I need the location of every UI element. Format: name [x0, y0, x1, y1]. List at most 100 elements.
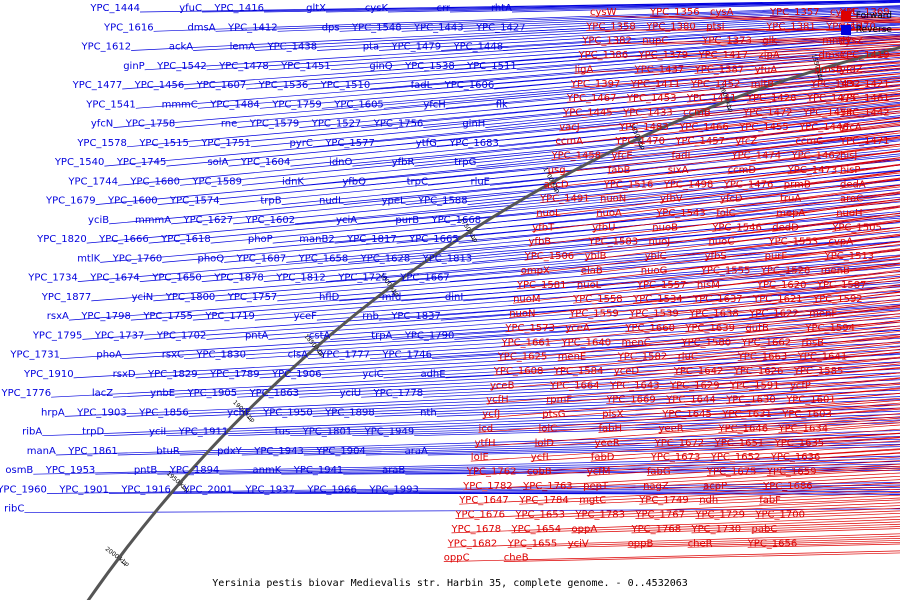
- scale-tick-mark: [552, 186, 556, 192]
- gene-label: YPC_1993: [368, 485, 419, 496]
- gene-connector: [822, 41, 900, 46]
- gene-connector: [578, 43, 900, 60]
- gene-label: mltB: [751, 79, 774, 90]
- gene-label: rsxC: [162, 350, 184, 361]
- gene-label: YPC_1768: [631, 524, 682, 535]
- gene-label: YPC_1555: [700, 266, 751, 277]
- gene-connector: [611, 125, 900, 160]
- gene-label: ompX: [521, 266, 550, 277]
- gene-label: YPC_1904: [315, 446, 366, 457]
- gene-label: trpA: [371, 330, 392, 341]
- gene-label: YPC_1652: [710, 452, 761, 463]
- gene-label: rne: [221, 119, 237, 130]
- gene-label: nuoL: [577, 280, 602, 291]
- gene-label: flk: [496, 99, 508, 110]
- gene-connector: [501, 304, 900, 347]
- gene-connector: [654, 428, 900, 448]
- gene-label: YPC_1817: [346, 234, 397, 245]
- gene-connector: [507, 68, 900, 109]
- gene-label: lolE: [471, 452, 489, 463]
- gene-label: YPC_1475: [806, 93, 857, 104]
- gene-label: YPC_1446: [798, 122, 849, 133]
- gene-label: YPC_1620: [756, 280, 807, 291]
- gene-connector: [109, 151, 900, 225]
- gene-connector: [414, 422, 900, 437]
- gene-label: rpmF: [546, 395, 572, 406]
- gene-connector: [268, 26, 900, 71]
- gene-label: YPC_1579: [249, 119, 300, 130]
- gene-label: YPC_1510: [320, 80, 371, 91]
- gene-label: YPC_1542: [156, 61, 207, 72]
- gene-connector: [818, 53, 900, 60]
- gene-label: YPC_2001: [182, 485, 233, 496]
- gene-connector: [493, 336, 900, 376]
- gene-label: YPC_1678: [451, 524, 502, 535]
- gene-label: YPC_1604: [240, 157, 291, 168]
- gene-label: YPC_1470: [614, 136, 665, 147]
- gene-connector: [758, 50, 900, 60]
- gene-connector: [617, 331, 900, 361]
- gene-label: menE: [558, 352, 587, 363]
- gene-label: YPC_1905: [187, 388, 238, 399]
- gene-label: nuoN: [509, 309, 535, 320]
- gene-connector: [122, 33, 900, 90]
- gene-label: YPC_1798: [80, 311, 131, 322]
- gene-connector: [538, 404, 900, 433]
- gene-label: YPC_1606: [444, 80, 495, 91]
- gene-label: tus: [275, 427, 290, 438]
- gene-label: pepT: [583, 481, 609, 492]
- gene-label: ndh: [699, 495, 718, 506]
- gene-connector: [401, 9, 900, 32]
- gene-connector: [567, 538, 900, 548]
- gene-connector: [663, 157, 900, 189]
- gene-connector: [263, 0, 900, 13]
- gene-label: YPC_1682: [447, 538, 498, 549]
- gene-label: YPC_1505: [831, 222, 882, 233]
- gene-connector: [449, 241, 900, 282]
- gene-connector: [603, 151, 900, 189]
- gene-label: YPC_1719: [204, 311, 255, 322]
- gene-connector: [472, 221, 900, 263]
- gene-connector: [427, 446, 900, 456]
- gene-connector: [606, 377, 900, 405]
- gene-connector: [769, 15, 900, 21]
- gene-connector: [516, 244, 900, 290]
- gene-label: YPC_1455: [738, 122, 789, 133]
- gene-connector: [117, 112, 900, 186]
- gene-label: YPC_1427: [475, 22, 526, 33]
- gene-label: YPC_1820: [36, 234, 87, 245]
- gene-connector: [312, 89, 900, 148]
- gene-label: YPC_1432: [810, 79, 861, 90]
- gene-label: yfbR: [392, 157, 415, 168]
- gene-connector: [513, 259, 900, 304]
- gene-label: YPC_1837: [390, 311, 441, 322]
- gene-label: cstA: [309, 330, 331, 341]
- gene-label: trpD: [82, 427, 104, 438]
- gene-connector: [575, 505, 900, 519]
- gene-connector: [447, 533, 900, 548]
- gene-label: YPC_1730: [691, 524, 742, 535]
- gene-connector: [607, 137, 900, 175]
- gene-label: YPC_1686: [762, 481, 813, 492]
- gene-connector: [55, 430, 900, 456]
- gene-connector: [583, 472, 900, 491]
- gene-connector: [505, 289, 900, 333]
- gene-connector: [526, 452, 900, 476]
- gene-label: ytfH: [475, 438, 496, 449]
- gene-connector: [539, 159, 900, 204]
- gene-connector: [197, 50, 900, 109]
- gene-label: YPC_1541: [85, 99, 136, 110]
- gene-label: YPC_1536: [258, 80, 309, 91]
- gene-label: YPC_1627: [183, 215, 234, 226]
- gene-connector: [719, 177, 900, 204]
- gene-label: YPC_1863: [249, 388, 300, 399]
- gene-label: YPC_1943: [253, 446, 304, 457]
- gene-label: mmmC: [162, 99, 198, 110]
- reverse-swatch: [840, 25, 851, 35]
- gene-label: hisM: [697, 280, 720, 291]
- gene-connector: [582, 35, 900, 46]
- gene-label: YPC_1538: [404, 61, 455, 72]
- gene-label: ycfJ: [482, 409, 500, 420]
- gene-connector: [557, 325, 900, 361]
